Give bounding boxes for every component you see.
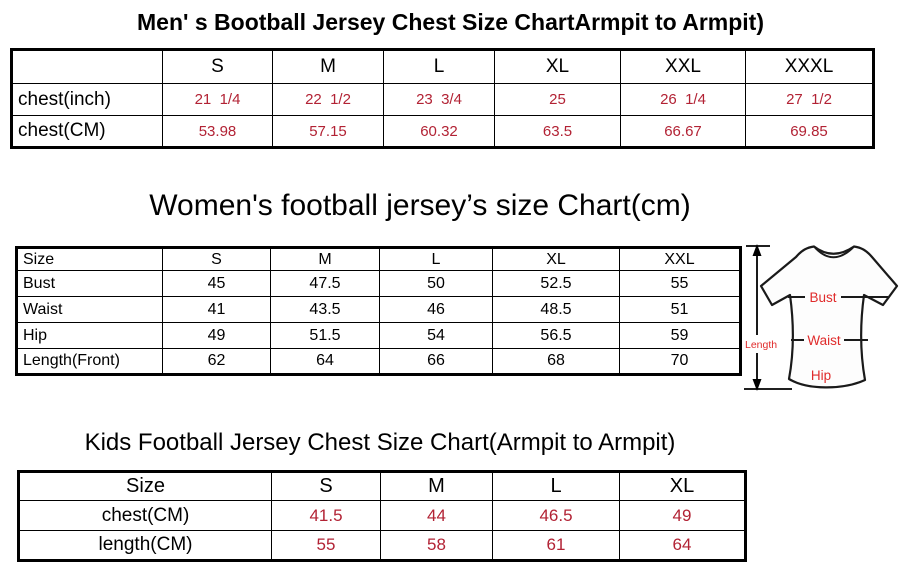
column-header: XL — [494, 49, 621, 84]
value-cell: 49 — [619, 500, 746, 531]
arrowhead-up — [752, 244, 762, 256]
column-header: XL — [619, 471, 746, 501]
value-cell: 23 3/4 — [383, 83, 495, 116]
column-header: L — [383, 49, 495, 84]
header-row: Size S M L XL — [18, 471, 746, 501]
waist-label: Waist — [807, 333, 840, 348]
row-label: Bust — [16, 270, 163, 297]
column-header: XXXL — [745, 49, 874, 84]
value-cell: 52.5 — [492, 270, 620, 297]
collar-line — [813, 245, 855, 259]
column-header: Size — [16, 247, 163, 271]
column-header: S — [271, 471, 381, 501]
kids-chart-title: Kids Football Jersey Chest Size Chart(Ar… — [84, 429, 676, 456]
hip-label: Hip — [811, 368, 831, 383]
table-row: chest(inch) 21 1/4 22 1/2 23 3/4 25 26 1/4 27 … — [11, 83, 874, 116]
value-cell: 70 — [619, 348, 741, 375]
length-arrow — [744, 245, 792, 390]
value-cell: 21 1/4 — [162, 83, 273, 116]
measure-lines — [788, 296, 888, 341]
table-row: Bust 45 47.5 50 52.5 55 — [16, 270, 741, 297]
value-cell: 63.5 — [494, 115, 621, 148]
value-cell: 55 — [271, 530, 381, 561]
value-cell: 43.5 — [270, 296, 380, 323]
value-cell: 59 — [619, 322, 741, 349]
row-label: chest(CM) — [18, 500, 272, 531]
column-header: L — [492, 471, 620, 501]
value-cell: 53.98 — [162, 115, 273, 148]
column-header: M — [270, 247, 380, 271]
women-size-table: Size S M L XL XXL Bust 45 47.5 50 52.5 55 Waist 41 43.… — [15, 246, 742, 376]
value-cell: 66.67 — [620, 115, 746, 148]
column-header: XXL — [620, 49, 746, 84]
bust-label: Bust — [809, 290, 836, 305]
value-cell: 60.32 — [383, 115, 495, 148]
value-cell: 25 — [494, 83, 621, 116]
arrowhead-down — [752, 379, 762, 391]
size-diagram: Length Bust Waist Hip — [744, 240, 901, 396]
column-header: M — [272, 49, 384, 84]
row-label: chest(CM) — [11, 115, 163, 148]
value-cell: 61 — [492, 530, 620, 561]
column-header: L — [379, 247, 493, 271]
value-cell: 22 1/2 — [272, 83, 384, 116]
value-cell: 41 — [162, 296, 271, 323]
column-header: XL — [492, 247, 620, 271]
value-cell: 55 — [619, 270, 741, 297]
value-cell: 66 — [379, 348, 493, 375]
table-row: Length(Front) 62 64 66 68 70 — [16, 348, 741, 375]
row-label: chest(inch) — [11, 83, 163, 116]
row-label: Length(Front) — [16, 348, 163, 375]
value-cell: 56.5 — [492, 322, 620, 349]
value-cell: 69.85 — [745, 115, 874, 148]
table-row: chest(CM) 53.98 57.15 60.32 63.5 66.67 69.85 — [11, 115, 874, 148]
value-cell: 27 1/2 — [745, 83, 874, 116]
length-label: Length — [745, 339, 777, 351]
women-chart-title: Women's football jersey’s size Chart(cm) — [149, 189, 691, 222]
value-cell: 64 — [619, 530, 746, 561]
value-cell: 49 — [162, 322, 271, 349]
tshirt-outline — [759, 245, 899, 389]
table-row: length(CM) 55 58 61 64 — [18, 530, 746, 561]
table-row: chest(CM) 41.5 44 46.5 49 — [18, 500, 746, 531]
men-chart-title: Men' s Bootball Jersey Chest Size ChartA… — [137, 9, 764, 35]
value-cell: 51.5 — [270, 322, 380, 349]
column-header: M — [380, 471, 493, 501]
value-cell: 47.5 — [270, 270, 380, 297]
value-cell: 64 — [270, 348, 380, 375]
men-size-table: S M L XL XXL XXXL chest(inch) 21 1/4 22 1/2 23 3/… — [10, 48, 875, 149]
row-label: Hip — [16, 322, 163, 349]
column-header: S — [162, 247, 271, 271]
value-cell: 57.15 — [272, 115, 384, 148]
value-cell: 58 — [380, 530, 493, 561]
row-label: Waist — [16, 296, 163, 323]
value-cell: 44 — [380, 500, 493, 531]
column-header — [11, 49, 163, 84]
value-cell: 68 — [492, 348, 620, 375]
value-cell: 48.5 — [492, 296, 620, 323]
value-cell: 45 — [162, 270, 271, 297]
column-header: Size — [18, 471, 272, 501]
value-cell: 62 — [162, 348, 271, 375]
column-header: XXL — [619, 247, 741, 271]
value-cell: 54 — [379, 322, 493, 349]
value-cell: 26 1/4 — [620, 83, 746, 116]
value-cell: 46.5 — [492, 500, 620, 531]
header-row: Size S M L XL XXL — [16, 247, 741, 271]
value-cell: 50 — [379, 270, 493, 297]
row-label: length(CM) — [18, 530, 272, 561]
column-header: S — [162, 49, 273, 84]
kids-size-table: Size S M L XL chest(CM) 41.5 44 46.5 49 length(CM)… — [17, 470, 747, 562]
value-cell: 41.5 — [271, 500, 381, 531]
header-row: S M L XL XXL XXXL — [11, 49, 874, 84]
value-cell: 46 — [379, 296, 493, 323]
table-row: Waist 41 43.5 46 48.5 51 — [16, 296, 741, 323]
value-cell: 51 — [619, 296, 741, 323]
table-row: Hip 49 51.5 54 56.5 59 — [16, 322, 741, 349]
